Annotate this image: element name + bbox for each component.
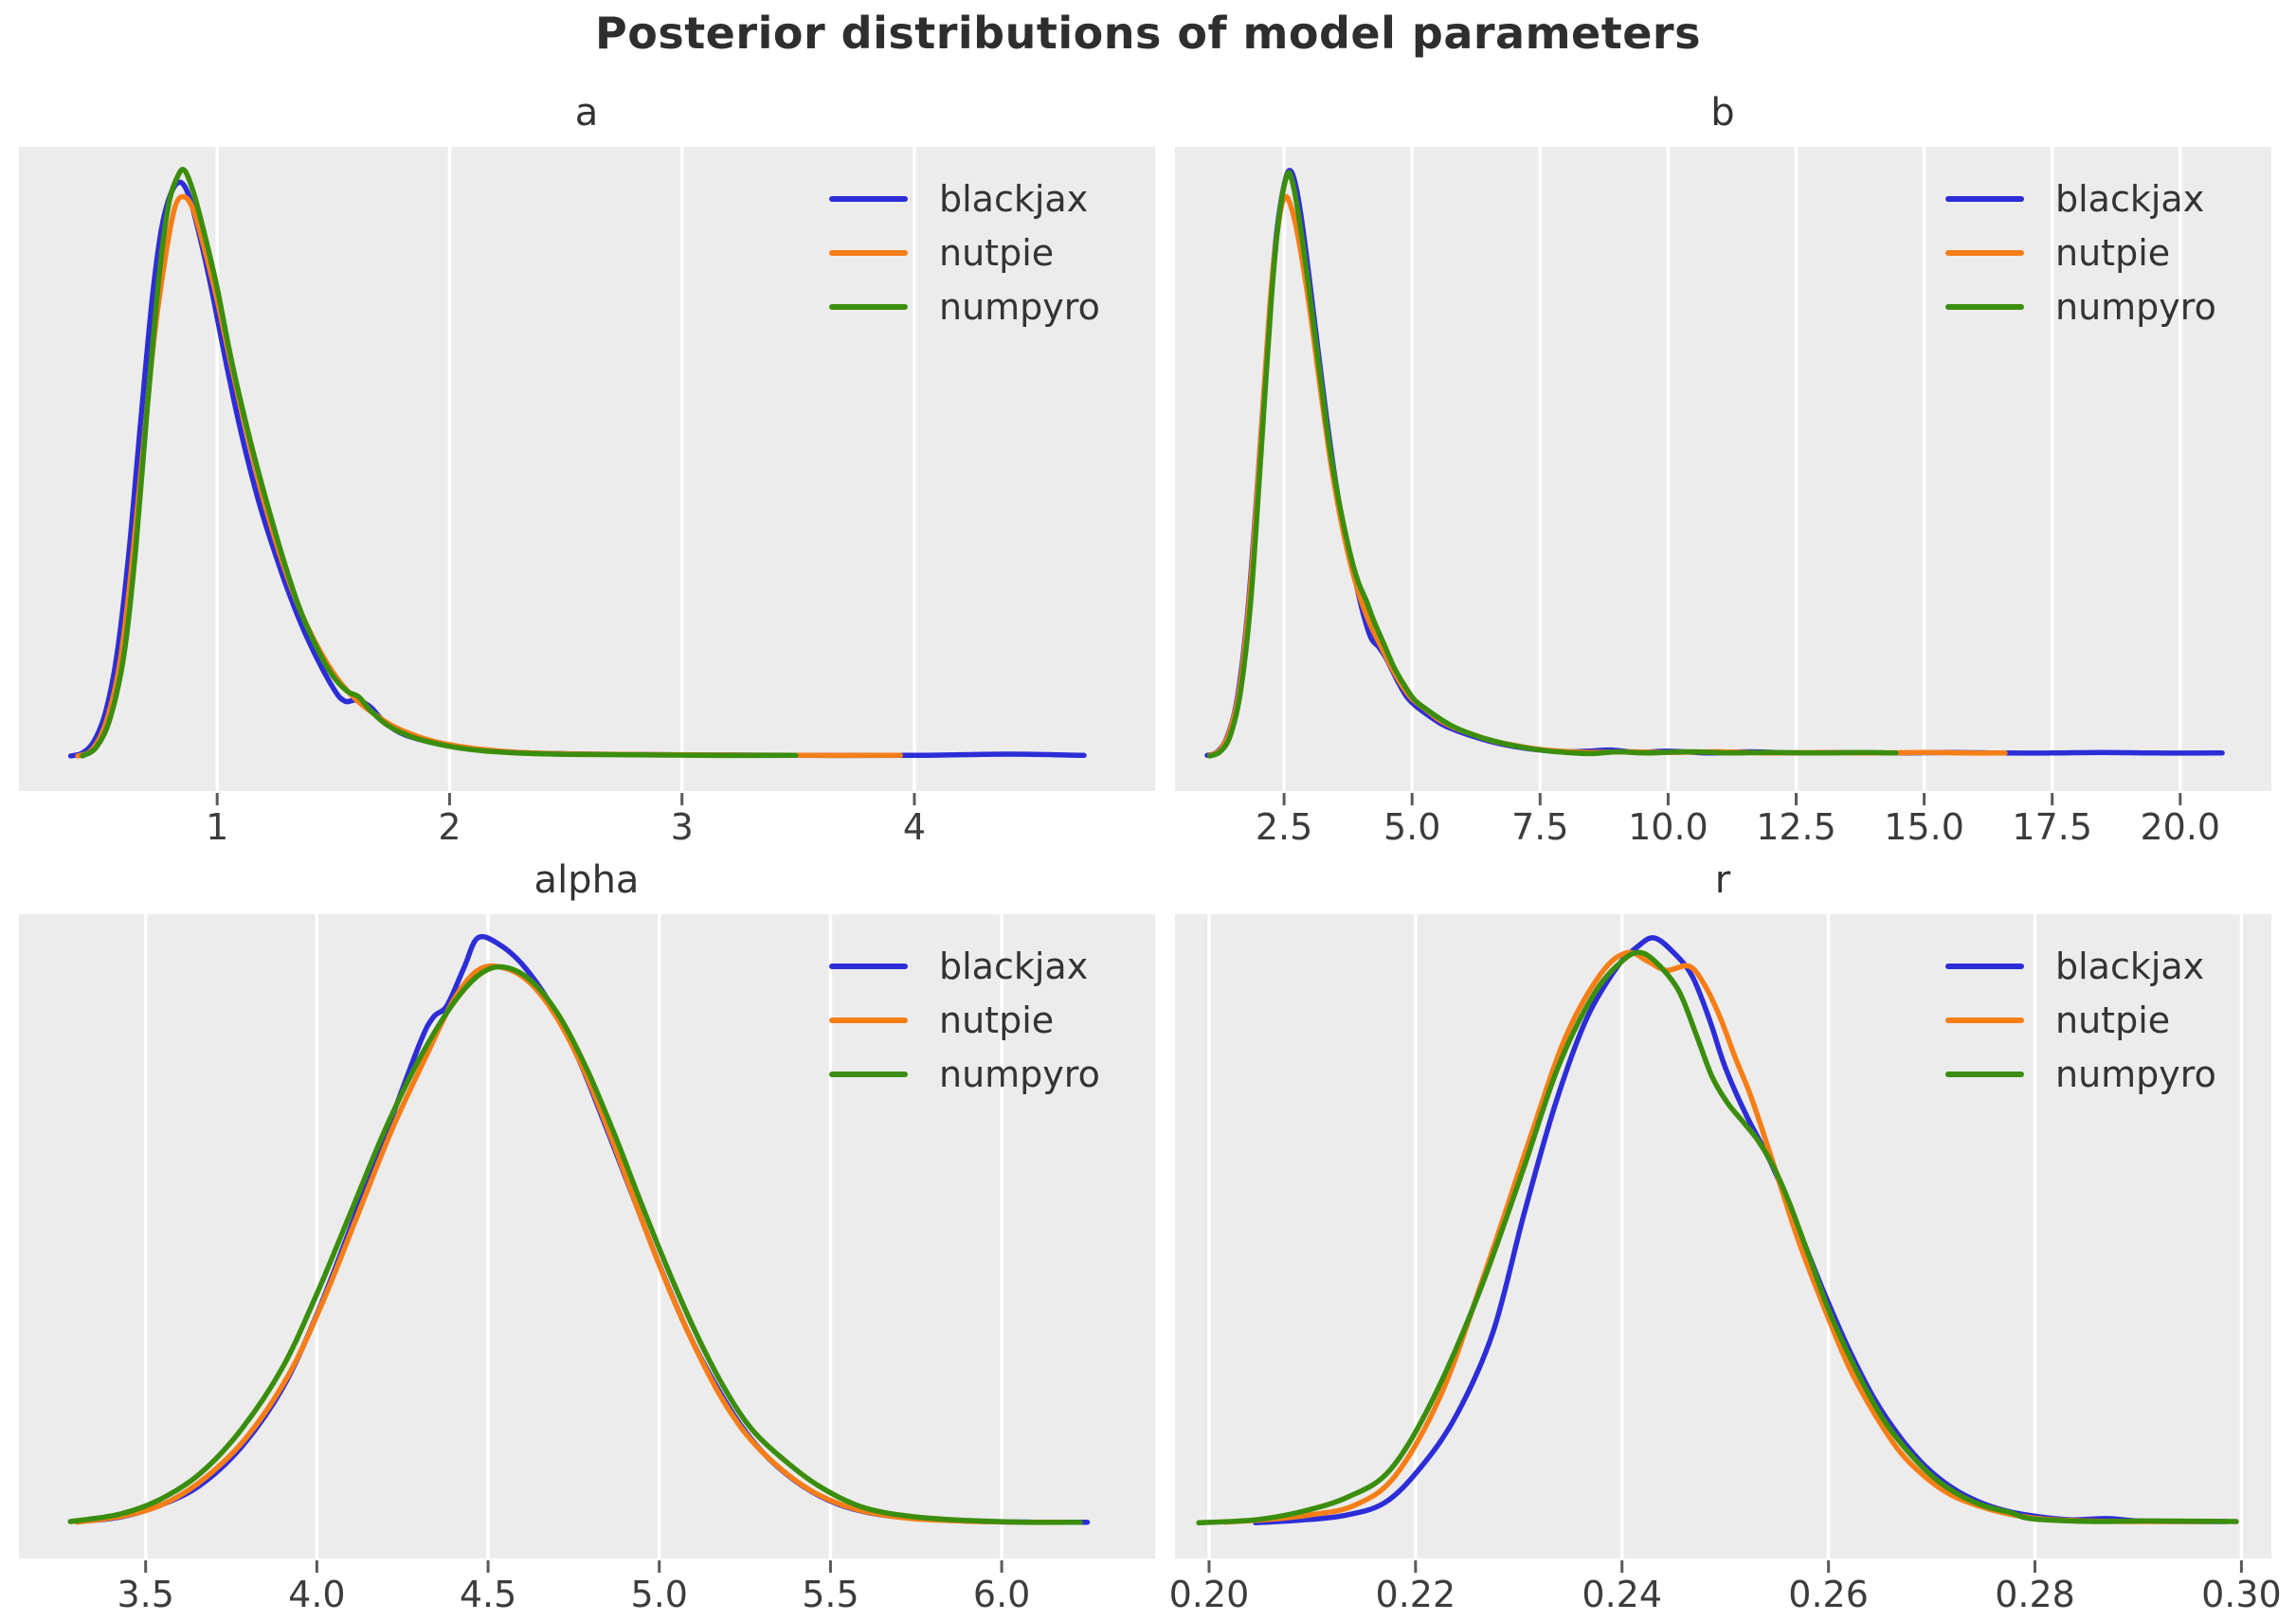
legend-label: blackjax: [939, 177, 1089, 220]
legend-line-swatch-nutpie: [829, 249, 908, 256]
legend-item-numpyro: numpyro: [1945, 279, 2216, 333]
legend-label: numpyro: [2055, 1053, 2216, 1095]
plot-area-b: [1175, 147, 2271, 805]
legend-item-nutpie: nutpie: [1945, 225, 2170, 279]
tick-label-b-2.5: 2.5: [1255, 806, 1313, 848]
tick-label-b-7.5: 7.5: [1511, 806, 1569, 848]
legend-line-swatch-nutpie: [1945, 249, 2024, 256]
legend-line-swatch-blackjax: [1945, 195, 2024, 202]
legend-label: blackjax: [2055, 945, 2205, 987]
legend-item-blackjax: blackjax: [829, 171, 1088, 225]
legend-line-swatch-blackjax: [829, 195, 908, 202]
tick-label-alpha-6.0: 6.0: [972, 1574, 1031, 1615]
tick-label-alpha-5.5: 5.5: [802, 1574, 859, 1615]
tick-label-b-20.0: 20.0: [2140, 806, 2221, 848]
legend-line-swatch-numpyro: [829, 303, 908, 310]
plot-area-r: [1175, 914, 2271, 1573]
legend-item-numpyro: numpyro: [1945, 1047, 2216, 1101]
tick-label-alpha-4.0: 4.0: [288, 1574, 346, 1615]
legend-item-numpyro: numpyro: [829, 1047, 1100, 1101]
tick-label-r-0.28: 0.28: [1995, 1574, 2075, 1615]
legend-label: numpyro: [939, 285, 1100, 328]
tick-label-b-5.0: 5.0: [1383, 806, 1441, 848]
tick-label-b-10.0: 10.0: [1628, 806, 1708, 848]
kde-curve-numpyro: [1206, 170, 1899, 759]
tick-label-r-0.26: 0.26: [1788, 1574, 1869, 1615]
legend-label: nutpie: [2055, 231, 2171, 274]
legend-item-blackjax: blackjax: [829, 939, 1088, 993]
legend-item-nutpie: nutpie: [1945, 993, 2170, 1047]
legend-item-nutpie: nutpie: [829, 993, 1054, 1047]
axes-background: [19, 914, 1155, 1558]
legend-label: nutpie: [939, 231, 1055, 274]
legend-line-swatch-nutpie: [1945, 1017, 2024, 1023]
tick-label-alpha-4.5: 4.5: [459, 1574, 517, 1615]
legend-label: numpyro: [939, 1053, 1100, 1095]
legend-label: blackjax: [2055, 177, 2205, 220]
tick-label-r-0.30: 0.30: [2201, 1574, 2282, 1615]
legend-label: numpyro: [2055, 285, 2216, 328]
subplot-title-b: b: [1710, 91, 1735, 135]
axes-background: [1175, 147, 2271, 791]
tick-label-a-2: 2: [438, 806, 461, 848]
legend-line-swatch-blackjax: [1945, 963, 2024, 969]
kde-curve-numpyro: [67, 964, 1083, 1525]
subplot-title-a: a: [574, 91, 599, 135]
legend-label: nutpie: [939, 999, 1055, 1041]
tick-label-alpha-5.0: 5.0: [630, 1574, 688, 1615]
legend-line-swatch-numpyro: [829, 1071, 908, 1077]
tick-label-b-15.0: 15.0: [1884, 806, 1964, 848]
tick-label-r-0.20: 0.20: [1168, 1574, 1250, 1615]
subplot-title-alpha: alpha: [533, 858, 640, 902]
tick-label-b-12.5: 12.5: [1756, 806, 1836, 848]
kde-curve-nutpie: [74, 963, 1080, 1525]
legend-line-swatch-numpyro: [1945, 1071, 2024, 1077]
tick-label-alpha-3.5: 3.5: [117, 1574, 174, 1615]
tick-label-a-1: 1: [206, 806, 229, 848]
tick-label-r-0.22: 0.22: [1375, 1574, 1456, 1615]
legend-item-nutpie: nutpie: [829, 225, 1054, 279]
legend-item-numpyro: numpyro: [829, 279, 1100, 333]
tick-label-a-3: 3: [670, 806, 694, 848]
figure-title: Posterior distributions of model paramet…: [595, 8, 1701, 59]
tick-label-b-17.5: 17.5: [2012, 806, 2093, 848]
kde-curve-numpyro: [80, 167, 799, 759]
legend-item-blackjax: blackjax: [1945, 171, 2204, 225]
tick-label-a-4: 4: [902, 806, 927, 848]
legend-line-swatch-blackjax: [829, 963, 908, 969]
kde-curve-numpyro: [1196, 949, 2239, 1526]
plot-area-a: [19, 147, 1155, 805]
legend-line-swatch-nutpie: [829, 1017, 908, 1023]
legend-line-swatch-numpyro: [1945, 303, 2024, 310]
legend-item-blackjax: blackjax: [1945, 939, 2204, 993]
legend-label: blackjax: [939, 945, 1089, 987]
tick-label-r-0.24: 0.24: [1582, 1574, 1663, 1615]
legend-label: nutpie: [2055, 999, 2171, 1041]
subplot-title-r: r: [1714, 858, 1731, 902]
